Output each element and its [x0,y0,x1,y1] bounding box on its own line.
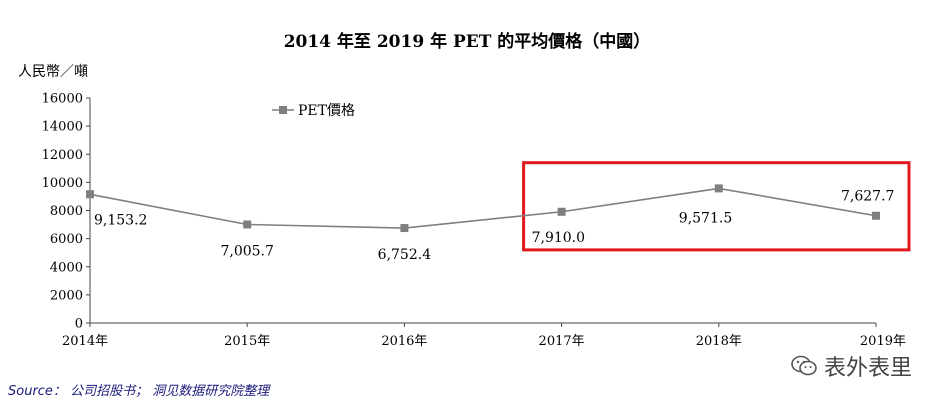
data-point-marker [714,184,723,193]
data-label: 6,752.4 [378,247,432,263]
legend: PET價格 [272,102,355,119]
brand-name: 表外表里 [824,356,913,381]
data-label: 9,571.5 [679,210,732,226]
x-tick-label: 2018年 [696,334,742,349]
y-tick-label: 8000 [50,204,83,219]
x-tick-label: 2017年 [539,334,585,349]
x-tick-label: 2014年 [62,334,108,349]
x-tick-label: 2019年 [860,334,906,349]
data-point-marker [872,211,880,220]
x-tick-label: 2015年 [224,334,270,349]
y-axis-label: 人民幣／噸 [18,64,88,80]
wechat-icon [791,355,817,376]
y-tick-label: 10000 [42,176,83,191]
x-tick-label: 2016年 [381,334,427,349]
legend-label: PET價格 [298,102,355,119]
data-label: 7,005.7 [220,243,273,259]
y-tick-label: 6000 [50,232,83,247]
y-tick-label: 2000 [50,288,83,303]
highlight-box [522,161,911,252]
data-label: 7,627.7 [841,189,894,205]
data-point-marker [557,207,566,216]
chart-title: 2014 年至 2019 年 PET 的平均價格（中國） [284,31,651,52]
brand-watermark: 表外表里 [790,350,912,382]
data-label: 7,910.0 [532,230,585,246]
series-line-pet-price [89,187,877,229]
y-tick-label: 12000 [42,148,83,163]
data-point-marker [86,190,94,199]
y-tick-label: 0 [75,317,83,332]
data-point-marker [243,220,252,229]
source-note: Source： 公司招股书； 洞见数据研究院整理 [8,384,270,399]
data-point-marker [400,224,409,233]
data-label: 9,153.2 [94,212,147,228]
y-tick-label: 4000 [50,260,83,275]
y-tick-label: 16000 [42,92,83,107]
legend-marker [279,106,287,114]
y-tick-label: 14000 [42,120,83,135]
